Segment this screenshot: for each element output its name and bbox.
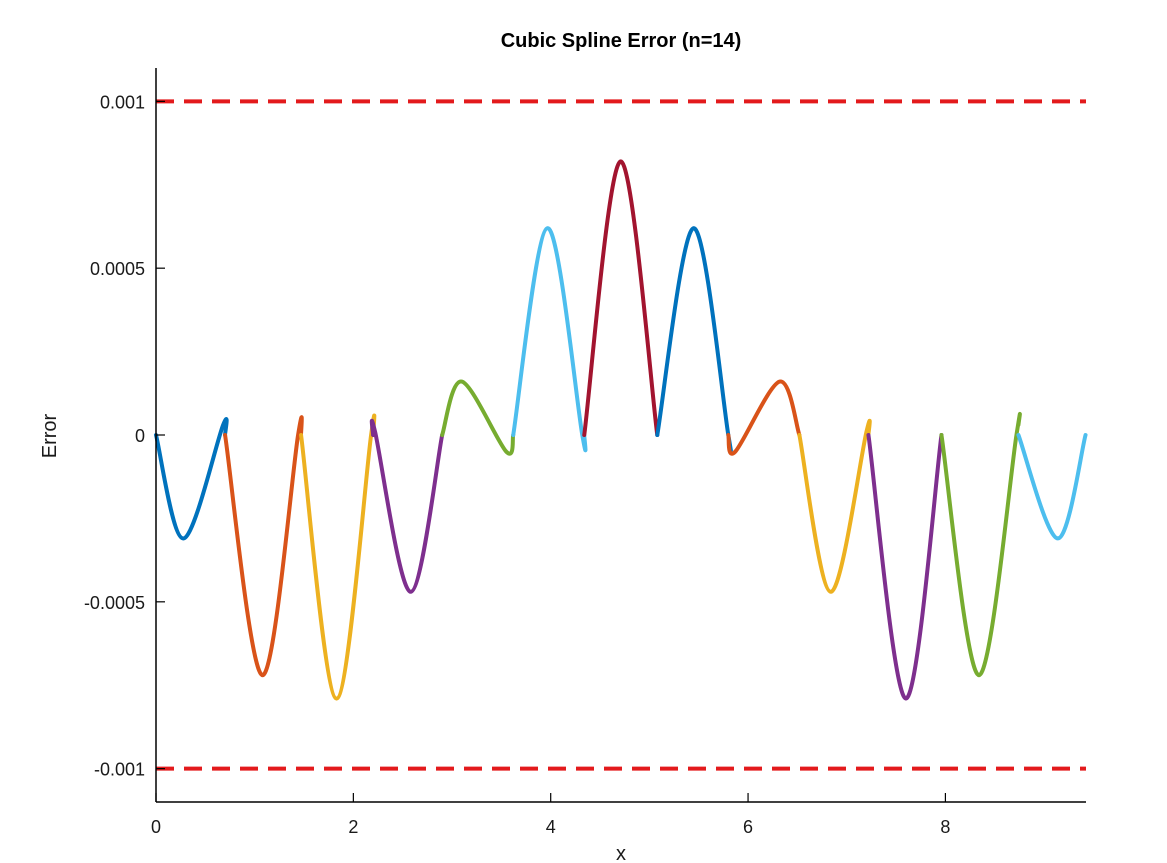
series-line-8 (655, 226, 733, 453)
x-tick-label-0: 0 (151, 817, 161, 837)
series-line-6 (511, 226, 588, 453)
x-tick-label-2: 4 (546, 817, 556, 837)
reference-lines (156, 99, 1086, 771)
y-tick-label-3: -0.0005 (84, 593, 145, 613)
chart-title: Cubic Spline Error (n=14) (501, 30, 742, 52)
series-line-10 (797, 419, 872, 594)
series-group (154, 159, 1088, 701)
y-axis-label: Error (39, 413, 61, 458)
x-tick-label-3: 6 (743, 817, 753, 837)
x-ticks: 0 2 4 6 8 (151, 793, 950, 837)
series-line-3 (299, 413, 377, 701)
series-line-4 (369, 419, 445, 594)
series-line-12 (939, 412, 1022, 678)
series-line-7 (582, 159, 660, 437)
x-axis-label: x (616, 843, 626, 863)
series-line-11 (866, 433, 944, 701)
y-tick-label-0: 0.001 (100, 92, 145, 112)
series-line-9 (726, 379, 802, 456)
axes (155, 68, 1086, 803)
series-line-5 (440, 379, 516, 456)
series-line-2 (223, 415, 304, 678)
y-tick-label-4: -0.001 (94, 760, 145, 780)
series-line-13 (1016, 433, 1088, 541)
series-line-1 (154, 417, 229, 541)
x-tick-label-1: 2 (348, 817, 358, 837)
y-tick-label-2: 0 (135, 426, 145, 446)
y-ticks: 0.001 0.0005 0 -0.0005 -0.001 (84, 92, 165, 780)
x-tick-label-4: 8 (940, 817, 950, 837)
y-tick-label-1: 0.0005 (90, 259, 145, 279)
